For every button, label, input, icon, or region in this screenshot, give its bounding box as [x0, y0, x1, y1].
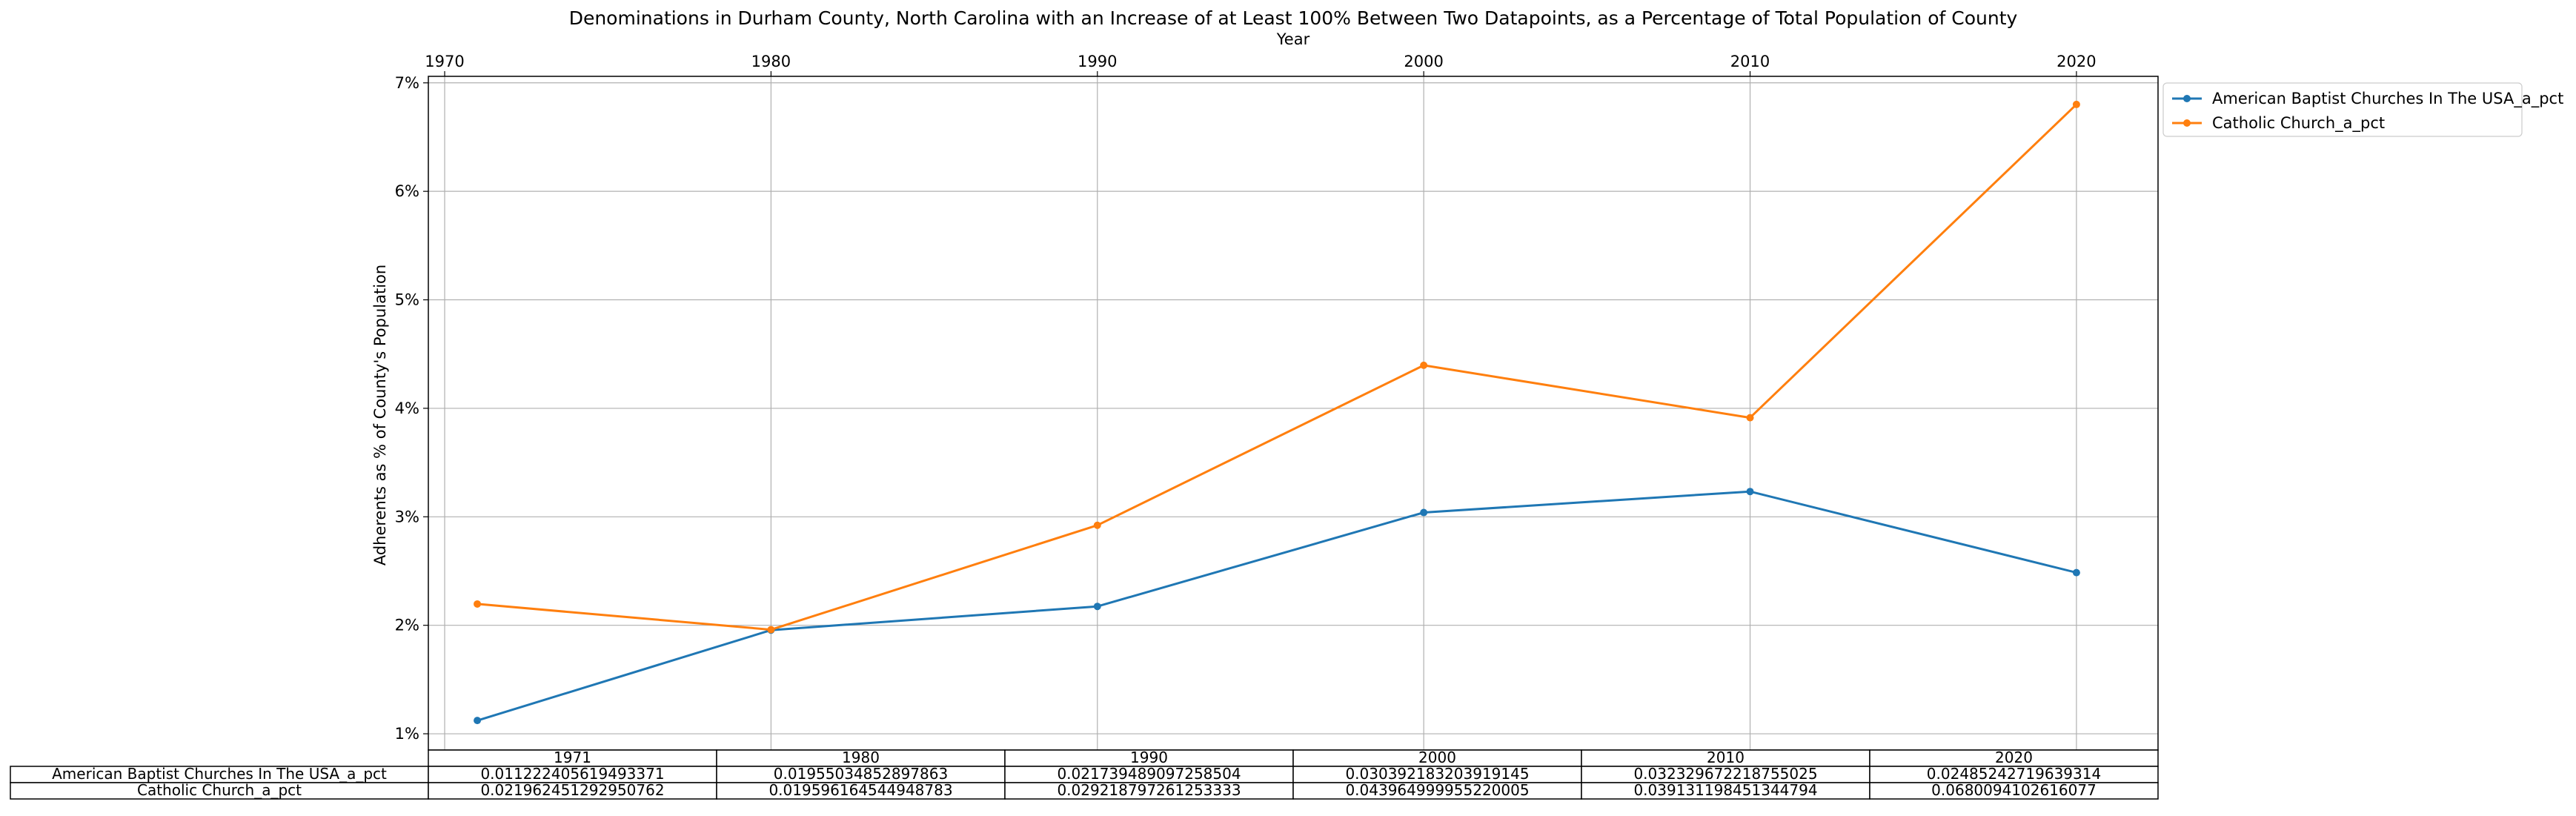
- table-cell-value: 0.011222405619493371: [480, 765, 664, 783]
- table-cell-value: 0.021962451292950762: [480, 781, 664, 799]
- table-column-header: 2010: [1707, 749, 1745, 766]
- table-cell-value: 0.0680094102616077: [1931, 781, 2097, 799]
- table-cell-value: 0.01955034852897863: [774, 765, 948, 783]
- plot-area: [428, 76, 2159, 751]
- y-tick-label: 1%: [395, 725, 419, 743]
- series-1-point: [767, 626, 775, 634]
- series-0-point: [1420, 508, 1428, 517]
- table-column-header: 2020: [1995, 749, 2033, 766]
- x-tick-label: 2010: [1730, 53, 1770, 70]
- table-column-header: 2000: [1418, 749, 1456, 766]
- series-1-point: [1746, 414, 1754, 422]
- x-axis-label: Year: [1276, 30, 1310, 48]
- series-line-0: [477, 490, 2077, 722]
- table-column-header: 1980: [842, 749, 880, 766]
- x-tick-label: 2020: [2057, 53, 2096, 70]
- table-cell-value: 0.021739489097258504: [1057, 765, 1241, 783]
- legend-swatch-marker: [2183, 119, 2191, 127]
- x-tick-label: 1970: [425, 53, 464, 70]
- table-cell-value: 0.030392183203919145: [1345, 765, 1529, 783]
- x-tick-label: 2000: [1404, 53, 1443, 70]
- table-cell-value: 0.032329672218755025: [1633, 765, 1817, 783]
- table-cell-value: 0.043964999955220005: [1345, 781, 1529, 799]
- y-tick-label: 7%: [395, 74, 419, 92]
- series-1-point: [474, 600, 482, 608]
- legend-box: [2162, 82, 2523, 137]
- legend-label: Catholic Church_a_pct: [2212, 114, 2385, 133]
- y-tick-label: 3%: [395, 508, 419, 525]
- table-cell-value: 0.02485242719639314: [1927, 765, 2101, 783]
- x-tick-label: 1980: [751, 53, 791, 70]
- table-cell-value: 0.019596164544948783: [769, 781, 952, 799]
- series-0-point: [474, 717, 482, 725]
- series-0-point: [1093, 603, 1101, 611]
- table-cell: [1869, 782, 2159, 800]
- table-cell-value: 0.029218797261253333: [1057, 781, 1241, 799]
- table-row-label: Catholic Church_a_pct: [137, 781, 302, 799]
- series-line-1: [477, 103, 2077, 631]
- table-row-label: American Baptist Churches In The USA_a_p…: [52, 765, 387, 783]
- legend-label: American Baptist Churches In The USA_a_p…: [2212, 90, 2563, 108]
- table-column-header: 1990: [1130, 749, 1168, 766]
- axis-ticks: 1970 1980 1990 2000 2010 2020 1% 2% 3% 4% 5% 6% 7%: [395, 53, 2097, 743]
- series-layer: [474, 100, 2080, 725]
- chart-title: Denominations in Durham County, North Ca…: [569, 7, 2018, 29]
- table-column-header: 1971: [554, 749, 591, 766]
- table-cell-value: 0.039131198451344794: [1633, 781, 1817, 799]
- y-tick-label: 2%: [395, 617, 419, 634]
- y-tick-label: 6%: [395, 182, 419, 200]
- data-table: 1971 1980 1990 2000 2010 2020 American Baptist…: [10, 749, 2159, 800]
- legend: American Baptist Churches In The USA_a_p…: [2162, 82, 2563, 137]
- x-tick-label: 1990: [1078, 53, 1117, 70]
- y-axis-label: Adherents as % of County's Population: [371, 265, 389, 565]
- grid: [428, 76, 2158, 750]
- y-tick-label: 5%: [395, 291, 419, 309]
- series-1-point: [2072, 100, 2080, 108]
- series-1-point: [1093, 521, 1101, 529]
- series-0-point: [1746, 488, 1754, 496]
- legend-swatch-marker: [2183, 95, 2191, 102]
- y-tick-label: 4%: [395, 399, 419, 417]
- series-0-point: [2072, 568, 2080, 577]
- series-1-point: [1420, 361, 1428, 369]
